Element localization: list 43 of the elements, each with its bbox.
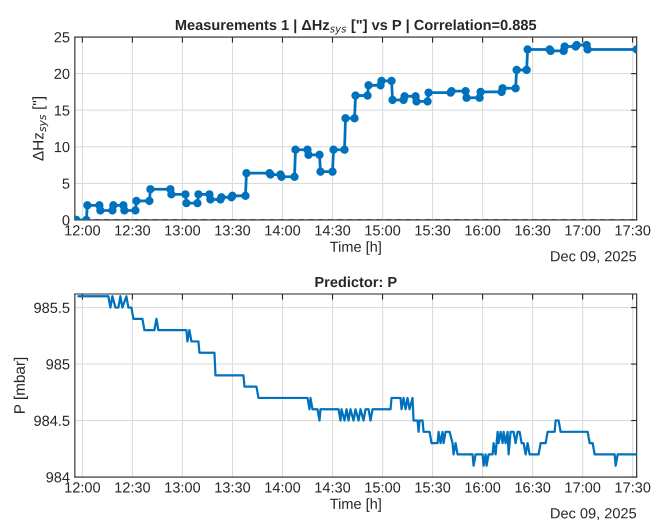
x-tick-label: 16:30 — [515, 482, 550, 493]
x-tick-label: 16:30 — [515, 225, 550, 236]
y-axis-title: ΔHz$_{sys}$ ["] — [32, 97, 48, 161]
x-tick-label: 17:30 — [616, 482, 650, 493]
x-tick-label: 14:30 — [315, 225, 350, 236]
x-tick-label: 15:30 — [415, 225, 450, 236]
x-tick-label: 15:30 — [415, 482, 450, 493]
x-tick-label: 16:00 — [465, 225, 500, 236]
x-tick-label: 12:30 — [115, 482, 150, 493]
y-tick-label: 25 — [54, 32, 70, 42]
y-tick-label: 10 — [54, 142, 70, 152]
y-tick-label: 984 — [46, 472, 70, 482]
y-axis-title: P [mbar] — [14, 358, 28, 413]
x-tick-label: 14:00 — [265, 225, 300, 236]
x-tick-label: 14:30 — [315, 482, 350, 493]
chart-title: Predictor: P — [315, 276, 397, 288]
text: Dec 09, 2025 — [551, 508, 636, 520]
y-tick-label: 985.5 — [34, 302, 70, 313]
x-axis-title: Time [h] — [330, 498, 381, 512]
x-tick-label: 15:00 — [365, 482, 400, 493]
x-tick-label: 17:00 — [566, 225, 600, 236]
x-tick-label: 12:30 — [115, 225, 150, 236]
x-tick-label: 13:30 — [215, 482, 250, 493]
text: Dec 09, 2025 — [551, 251, 636, 264]
line-series — [77, 295, 637, 467]
x-axis-title: Time [h] — [330, 241, 381, 255]
x-tick-label: 12:00 — [65, 225, 100, 236]
y-tick-label: 15 — [54, 105, 70, 116]
x-tick-label: 16:00 — [465, 482, 500, 493]
x-tick-label: 17:00 — [566, 482, 600, 493]
y-tick-label: 20 — [54, 68, 70, 80]
x-tick-label: 13:30 — [215, 225, 250, 236]
chart-title: Measurements 1 | ΔHz$_{sys}$ ["] vs P | Correlation=0.885 — [176, 19, 536, 35]
y-tick-label: 985 — [46, 359, 70, 370]
x-tick-label: 17:30 — [616, 225, 650, 236]
x-tick-label: 13:00 — [165, 482, 200, 493]
y-tick-label: 5 — [62, 178, 70, 189]
x-tick-label: 15:00 — [365, 225, 400, 236]
x-tick-label: 13:00 — [165, 225, 200, 236]
y-tick-label: 0 — [62, 215, 70, 226]
x-tick-label: 14:00 — [265, 482, 300, 493]
y-tick-label: 984.5 — [34, 416, 70, 426]
x-tick-label: 12:00 — [65, 482, 100, 493]
